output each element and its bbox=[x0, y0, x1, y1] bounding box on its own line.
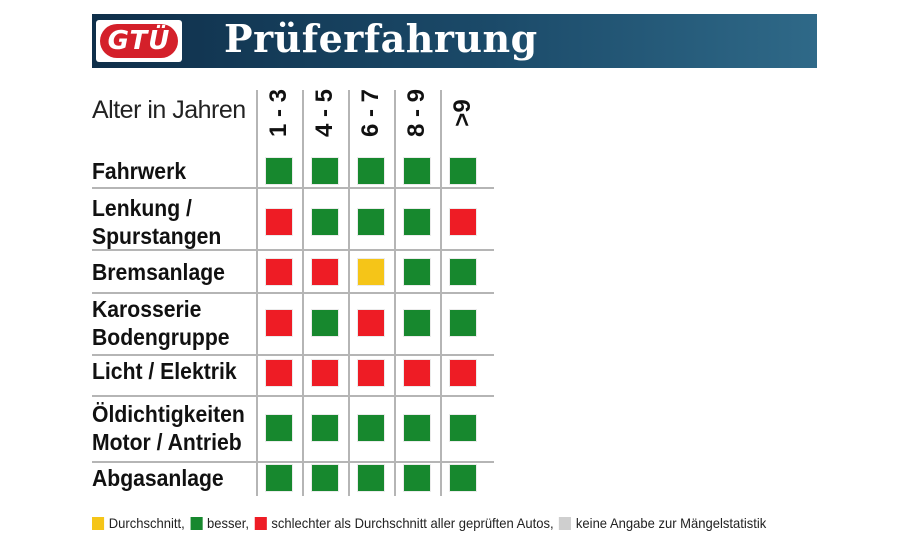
row-label: Fahrwerk bbox=[92, 157, 186, 185]
legend-label: besser, bbox=[207, 515, 250, 531]
rating-cell-schlechter bbox=[358, 360, 384, 386]
legend-label: Durchschnitt, bbox=[108, 515, 185, 531]
rating-cell-schlechter bbox=[266, 209, 292, 235]
rating-cell-besser bbox=[312, 465, 338, 491]
rating-cell-schlechter bbox=[358, 310, 384, 336]
rating-cell-schlechter bbox=[266, 259, 292, 285]
row-label-line: Licht / Elektrik bbox=[92, 358, 237, 384]
row-label: Abgasanlage bbox=[92, 464, 224, 492]
legend-item: Durchschnitt, bbox=[92, 515, 185, 531]
grid-hline bbox=[92, 292, 494, 294]
rating-cell-besser bbox=[312, 310, 338, 336]
row-label-line: Abgasanlage bbox=[92, 465, 224, 491]
grid-hline bbox=[92, 249, 494, 251]
column-label: 8 - 9 bbox=[403, 88, 430, 138]
rating-cell-schlechter bbox=[312, 259, 338, 285]
page-title: Prüferfahrung bbox=[224, 16, 538, 61]
row-label-line: Öldichtigkeiten bbox=[92, 401, 245, 427]
rating-cell-besser bbox=[312, 209, 338, 235]
gtue-logo-text: GTÜ bbox=[107, 26, 171, 56]
grid-hline bbox=[92, 187, 494, 189]
gtue-logo-badge: GTÜ bbox=[100, 24, 178, 58]
rating-cell-schlechter bbox=[312, 360, 338, 386]
grid-hline bbox=[92, 461, 494, 463]
rating-cell-besser bbox=[450, 465, 476, 491]
rating-cell-besser bbox=[404, 209, 430, 235]
rating-cell-besser bbox=[312, 415, 338, 441]
rating-cell-besser bbox=[266, 415, 292, 441]
rating-cell-besser bbox=[404, 158, 430, 184]
legend-item: schlechter als Durchschnitt aller geprüf… bbox=[254, 515, 554, 531]
column-label: >9 bbox=[449, 99, 476, 127]
rating-cell-besser bbox=[312, 158, 338, 184]
row-label-line: Karosserie bbox=[92, 296, 202, 322]
column-label: 4 - 5 bbox=[311, 88, 338, 138]
rating-cell-besser bbox=[450, 415, 476, 441]
column-label: 1 - 3 bbox=[265, 88, 292, 138]
rating-cell-schlechter bbox=[404, 360, 430, 386]
legend-label: keine Angabe zur Mängelstatistik bbox=[575, 515, 767, 531]
grid-hline bbox=[92, 354, 494, 356]
row-label: Licht / Elektrik bbox=[92, 357, 237, 385]
legend-swatch bbox=[559, 516, 572, 530]
rating-cell-durchschnitt bbox=[358, 259, 384, 285]
column-label: 6 - 7 bbox=[357, 88, 384, 138]
rating-cell-besser bbox=[358, 209, 384, 235]
rating-cell-besser bbox=[450, 259, 476, 285]
legend: Durchschnitt, besser, schlechter als Durch… bbox=[92, 515, 772, 531]
legend-swatch bbox=[92, 516, 105, 530]
header-banner: GTÜ Prüferfahrung bbox=[92, 14, 817, 68]
rating-cell-schlechter bbox=[266, 310, 292, 336]
row-label-line: Fahrwerk bbox=[92, 158, 187, 184]
rating-cell-besser bbox=[404, 259, 430, 285]
gtue-logo: GTÜ bbox=[96, 20, 182, 62]
rating-cell-besser bbox=[404, 415, 430, 441]
rating-cell-schlechter bbox=[266, 360, 292, 386]
legend-swatch bbox=[254, 516, 267, 530]
rating-cell-besser bbox=[404, 465, 430, 491]
row-label-line: Bodengruppe bbox=[92, 324, 230, 350]
rating-cell-besser bbox=[358, 158, 384, 184]
row-label-line: Spurstangen bbox=[92, 223, 222, 249]
rating-cell-besser bbox=[450, 310, 476, 336]
rating-cell-schlechter bbox=[450, 209, 476, 235]
rating-cell-besser bbox=[404, 310, 430, 336]
row-label-line: Lenkung / bbox=[92, 195, 192, 221]
legend-swatch bbox=[190, 516, 203, 530]
rating-cell-besser bbox=[266, 465, 292, 491]
x-axis-title: Alter in Jahren bbox=[92, 96, 246, 124]
rating-cell-besser bbox=[450, 158, 476, 184]
rating-cell-besser bbox=[358, 415, 384, 441]
row-label-line: Bremsanlage bbox=[92, 259, 225, 285]
rating-cell-besser bbox=[266, 158, 292, 184]
legend-label: schlechter als Durchschnitt aller geprüf… bbox=[271, 515, 554, 531]
legend-item: keine Angabe zur Mängelstatistik bbox=[559, 515, 766, 531]
grid-hline bbox=[92, 395, 494, 397]
row-label: Öldichtigkeiten Motor / Antrieb bbox=[92, 400, 245, 456]
row-label: Bremsanlage bbox=[92, 258, 225, 286]
rating-cell-schlechter bbox=[450, 360, 476, 386]
row-label: Lenkung / Spurstangen bbox=[92, 194, 221, 250]
row-label: Karosserie Bodengruppe bbox=[92, 295, 230, 351]
row-label-line: Motor / Antrieb bbox=[92, 429, 242, 455]
legend-item: besser, bbox=[190, 515, 249, 531]
rating-cell-besser bbox=[358, 465, 384, 491]
